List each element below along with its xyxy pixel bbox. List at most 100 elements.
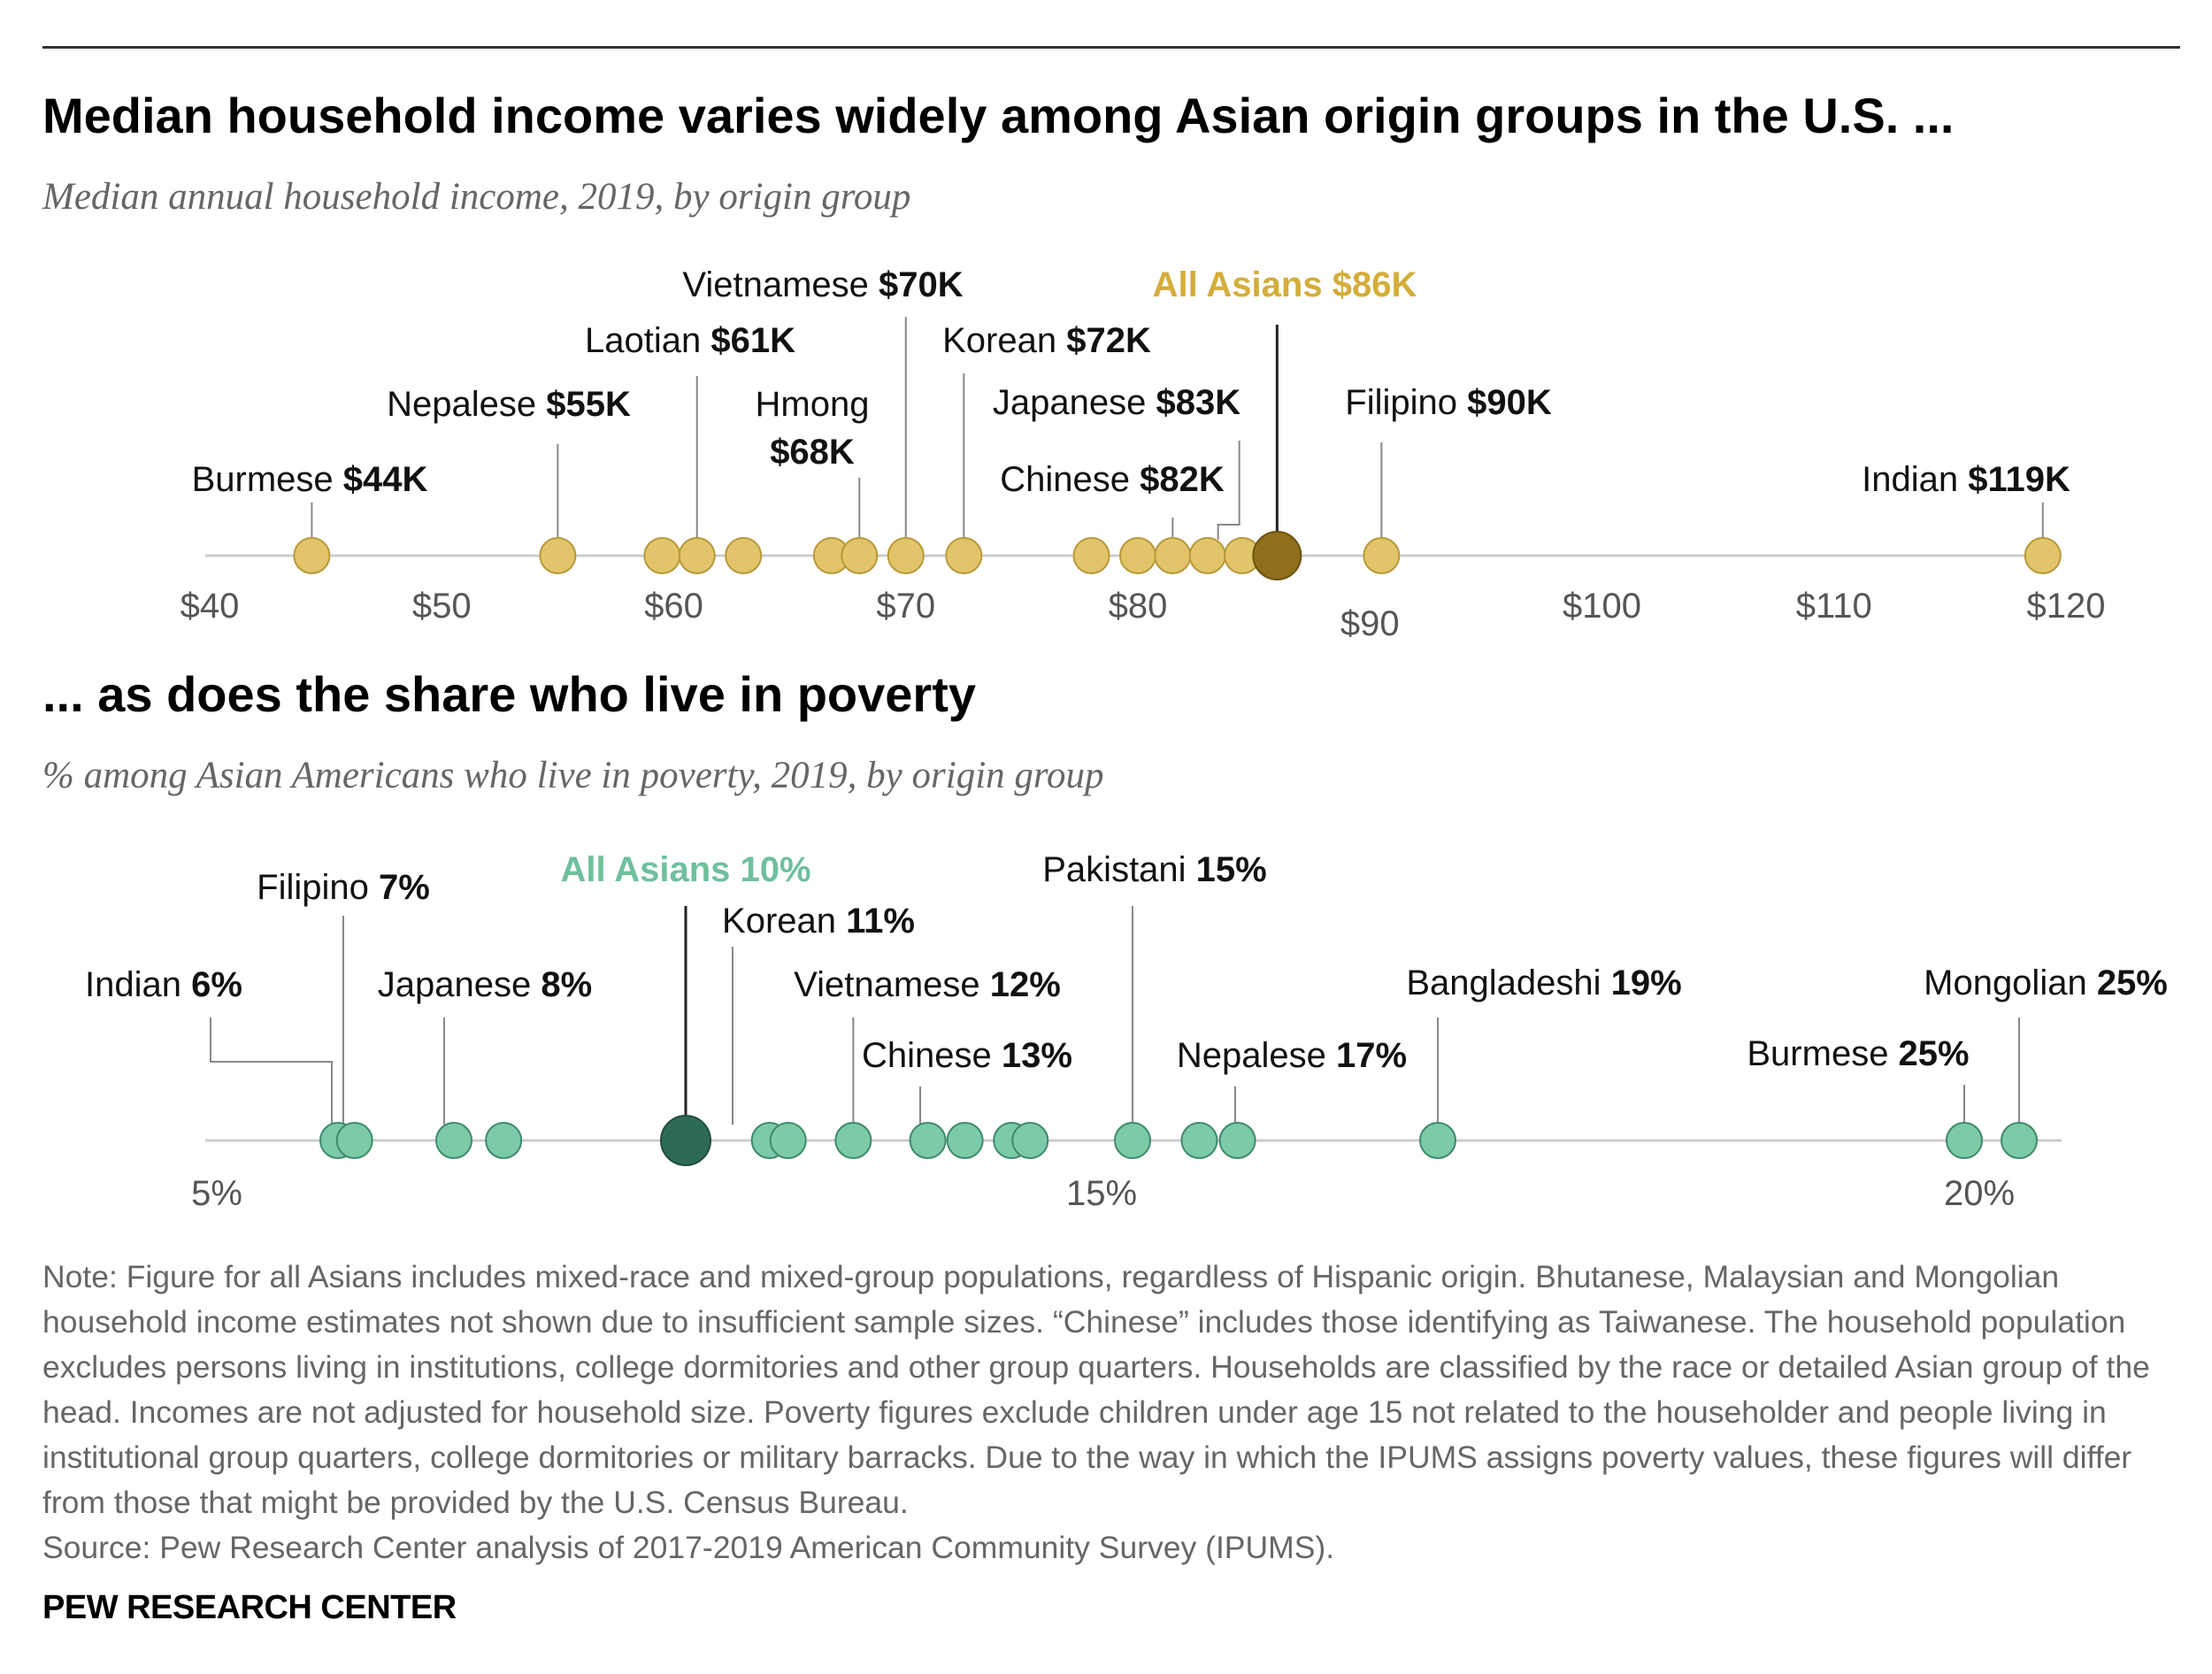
label-value: 25% xyxy=(2097,964,2168,1002)
label-name: Laotian xyxy=(585,321,710,360)
poverty-dot xyxy=(769,1122,807,1159)
income-label-hmong: Hmong $68K xyxy=(756,385,870,472)
poverty-leader-line xyxy=(210,1017,333,1125)
poverty-label-korean: Korean 11% xyxy=(722,902,915,941)
poverty-label-indian: Indian 6% xyxy=(85,965,242,1004)
poverty-label-mongolian: Mongolian 25% xyxy=(1924,964,2168,1002)
label-name: Chinese xyxy=(862,1036,1002,1075)
label-value: 10% xyxy=(740,850,810,889)
label-value: 17% xyxy=(1336,1036,1407,1075)
poverty-label-pakistani: Pakistani 15% xyxy=(1042,850,1266,889)
poverty-dot xyxy=(1180,1122,1218,1159)
poverty-label-burmese: Burmese 25% xyxy=(1747,1034,1969,1073)
poverty-dot xyxy=(946,1122,984,1159)
income-dot xyxy=(1119,537,1156,574)
income-tick-label: $80 xyxy=(1109,587,1168,626)
label-name: Hmong xyxy=(756,385,870,424)
label-name: Korean xyxy=(722,902,846,941)
poverty-dot xyxy=(1218,1122,1256,1159)
income-label-korean: Korean $72K xyxy=(942,321,1151,360)
income-label-nepalese: Nepalese $55K xyxy=(387,385,631,424)
label-name: Japanese xyxy=(993,383,1156,422)
label-name: Nepalese xyxy=(1177,1036,1336,1075)
poverty-label-nepalese: Nepalese 17% xyxy=(1177,1036,1407,1075)
income-tick-label: $60 xyxy=(644,587,703,626)
label-name: Vietnamese xyxy=(682,265,879,304)
poverty-dot xyxy=(1946,1122,1983,1159)
poverty-dot-all-asians xyxy=(660,1115,711,1166)
income-dot-plot: $40 $50 $60 $70 $80 $90 $100 $110 $120 Burmese $4… xyxy=(180,265,2106,637)
label-value: $68K xyxy=(770,433,855,472)
chart-subtitle: Median annual household income, 2019, by… xyxy=(42,176,911,218)
income-dot xyxy=(887,537,925,574)
label-name: Korean xyxy=(942,321,1066,360)
poverty-tick-label: 15% xyxy=(1066,1174,1137,1213)
income-tick-label: $40 xyxy=(180,587,240,626)
income-dot-all-asians xyxy=(1252,531,1302,580)
label-name: Burmese xyxy=(1747,1034,1898,1073)
income-label-japanese: Japanese $83K xyxy=(993,383,1240,422)
income-dot xyxy=(539,537,577,574)
income-label-laotian: Laotian $61K xyxy=(585,321,795,360)
poverty-dot xyxy=(335,1122,373,1159)
income-label-burmese: Burmese $44K xyxy=(192,460,428,499)
label-value: $72K xyxy=(1066,321,1151,360)
label-name: Mongolian xyxy=(1924,964,2097,1002)
label-name: Burmese xyxy=(192,460,343,499)
label-value: 12% xyxy=(990,965,1061,1004)
poverty-label-chinese: Chinese 13% xyxy=(862,1036,1072,1075)
poverty-title: ... as does the share who live in povert… xyxy=(42,666,977,722)
poverty-dot xyxy=(834,1122,872,1159)
poverty-label-vietnamese: Vietnamese 12% xyxy=(794,965,1061,1004)
label-value: $55K xyxy=(546,385,631,424)
poverty-dot xyxy=(1011,1122,1049,1159)
label-name: All Asians xyxy=(1153,265,1333,304)
label-value: 11% xyxy=(846,902,915,941)
income-tick-label: $50 xyxy=(412,587,472,626)
income-dot xyxy=(2024,537,2062,574)
note-text: Note: Figure for all Asians includes mix… xyxy=(42,1259,2150,1520)
label-value: $83K xyxy=(1156,383,1240,422)
income-dot xyxy=(1188,537,1226,574)
income-dot xyxy=(678,537,716,574)
top-rule xyxy=(42,46,2180,49)
label-name: Bangladeshi xyxy=(1406,964,1610,1002)
label-value: 6% xyxy=(191,965,242,1004)
poverty-label-japanese: Japanese 8% xyxy=(378,965,592,1004)
income-dot xyxy=(643,537,681,574)
label-name: Japanese xyxy=(378,965,541,1004)
label-value: $119K xyxy=(1968,460,2070,499)
label-name: Filipino xyxy=(1345,383,1467,422)
label-name: Filipino xyxy=(257,868,379,907)
income-dot xyxy=(945,537,983,574)
income-label-vietnamese: Vietnamese $70K xyxy=(682,265,963,304)
income-dot xyxy=(1072,537,1110,574)
income-tick-label: $110 xyxy=(1796,587,1872,626)
poverty-tick-label: 20% xyxy=(1944,1174,2015,1213)
label-name: Chinese xyxy=(1000,460,1140,499)
chart-note: Note: Figure for all Asians includes mix… xyxy=(42,1255,2184,1570)
income-dot xyxy=(725,537,763,574)
label-name: Pakistani xyxy=(1042,850,1195,889)
poverty-label-filipino: Filipino 7% xyxy=(257,868,430,907)
brand-logo-text: PEW RESEARCH CENTER xyxy=(42,1589,457,1626)
income-label-chinese: Chinese $82K xyxy=(1000,460,1225,499)
income-tick-label: $70 xyxy=(876,587,935,626)
label-value: $90K xyxy=(1467,383,1552,422)
label-value: 8% xyxy=(541,965,592,1004)
poverty-dot xyxy=(435,1122,472,1159)
poverty-dot xyxy=(1419,1122,1456,1159)
label-value: 25% xyxy=(1899,1034,1970,1073)
label-name: Vietnamese xyxy=(794,965,990,1004)
label-name: Indian xyxy=(85,965,191,1004)
label-value: 15% xyxy=(1196,850,1267,889)
label-name: Nepalese xyxy=(387,385,546,424)
income-dot xyxy=(1363,537,1401,574)
poverty-dot-plot: 5% 15% 20% Indian 6% Filipino 7% Japanese 8% A… xyxy=(85,850,2168,1213)
label-value: 13% xyxy=(1002,1036,1072,1075)
income-dot xyxy=(841,537,879,574)
poverty-dot xyxy=(1114,1122,1151,1159)
income-tick-label: $120 xyxy=(2027,587,2106,626)
income-label-filipino: Filipino $90K xyxy=(1345,383,1552,422)
poverty-dot xyxy=(485,1122,523,1159)
